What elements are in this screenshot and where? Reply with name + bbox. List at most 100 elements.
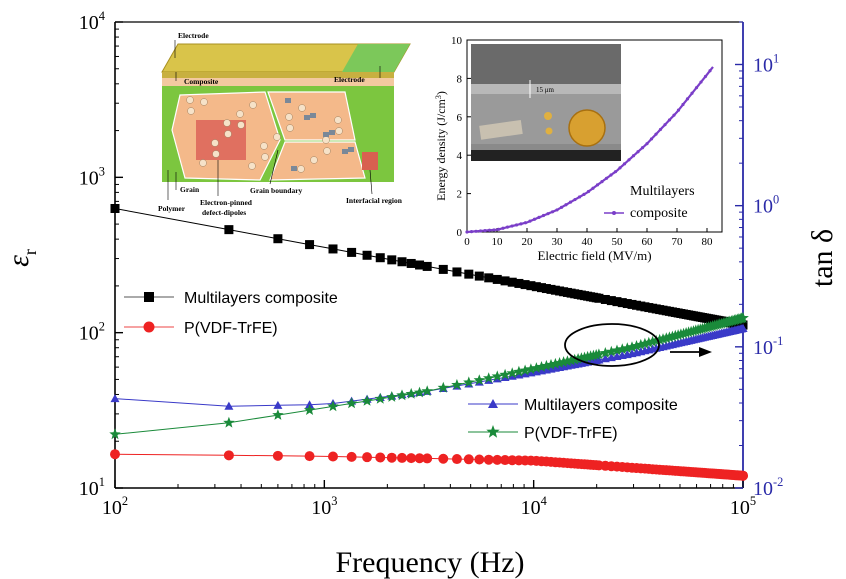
- micrograph-top-layer: [471, 44, 621, 84]
- sem-micrograph: 15 μm: [471, 44, 621, 161]
- data-point: [463, 376, 475, 388]
- annotation-arrow-head: [699, 347, 712, 357]
- energy-point: [532, 217, 537, 221]
- y-left-axis-title: εr: [2, 249, 40, 267]
- data-point: [361, 395, 373, 406]
- defect-dipole: [304, 115, 310, 120]
- data-point: [110, 394, 120, 403]
- energy-point: [573, 197, 577, 202]
- data-point: [553, 357, 566, 368]
- data-point: [537, 283, 547, 293]
- data-point: [630, 340, 643, 351]
- label-grain-boundary: Grain boundary: [250, 186, 303, 195]
- data-point: [594, 355, 604, 364]
- ion-dot: [297, 165, 305, 173]
- data-point: [438, 264, 448, 274]
- data-point: [438, 453, 449, 464]
- inset-y-tick-label: 2: [457, 189, 463, 201]
- data-point: [223, 450, 234, 461]
- data-point: [561, 355, 574, 367]
- inset-x-tick-label: 40: [582, 236, 594, 248]
- inset-y-tick-label: 0: [457, 227, 463, 239]
- data-point: [483, 372, 495, 383]
- inset-x-tick-label: 60: [642, 236, 654, 248]
- energy-point: [474, 229, 478, 233]
- data-point: [639, 337, 651, 349]
- data-point: [621, 342, 633, 354]
- data-point: [738, 470, 748, 481]
- series-3: [109, 312, 749, 440]
- energy-point: [699, 80, 703, 84]
- data-point: [627, 299, 637, 309]
- data-point: [327, 451, 338, 462]
- ion-dot: [285, 113, 293, 121]
- data-point: [484, 273, 494, 283]
- data-point: [650, 334, 662, 346]
- energy-point: [483, 229, 487, 233]
- legend-label: P(VDF-TrFE): [524, 425, 618, 442]
- data-point: [303, 404, 316, 415]
- y-left-tick-label: 104: [79, 9, 105, 34]
- energy-point: [555, 208, 559, 212]
- data-point: [224, 225, 234, 235]
- data-point: [612, 297, 622, 307]
- data-point: [514, 278, 524, 288]
- legend-label: P(VDF-TrFE): [184, 320, 278, 337]
- energy-density-inset: 0 10 20 30 40 50 60 70 80 0 2 4 6 8 10 Electric field (…: [434, 35, 723, 263]
- data-point: [386, 391, 398, 402]
- energy-point: [681, 102, 685, 107]
- energy-point: [523, 221, 528, 225]
- data-point: [110, 204, 120, 214]
- data-point: [526, 281, 536, 291]
- energy-point: [676, 108, 681, 112]
- data-point: [464, 269, 474, 279]
- ion-dot: [199, 159, 207, 167]
- energy-point: [708, 69, 712, 73]
- energy-point: [465, 230, 469, 234]
- energy-point: [501, 226, 505, 230]
- ion-dot: [248, 162, 256, 170]
- data-point: [646, 335, 659, 347]
- data-point: [346, 451, 357, 462]
- data-point: [362, 452, 373, 463]
- ion-dot: [236, 110, 244, 118]
- defect-dipole: [310, 113, 316, 118]
- inset-y-tick-label: 10: [451, 35, 463, 47]
- data-point: [347, 247, 357, 257]
- ion-dot: [200, 98, 208, 106]
- data-point: [565, 354, 577, 366]
- inset-y-title: Energy density (J/cm3): [434, 91, 448, 201]
- data-point: [654, 333, 666, 345]
- y-right-tick-label: 100: [753, 193, 779, 218]
- y-right-tick-label: 10-1: [753, 334, 783, 359]
- data-point: [397, 257, 407, 267]
- data-point: [413, 386, 426, 398]
- data-point: [273, 400, 283, 409]
- y-left-tick-label: 103: [79, 164, 105, 189]
- ion-dot: [298, 104, 306, 112]
- data-point: [437, 381, 449, 393]
- legend-marker-circle: [143, 321, 155, 333]
- energy-point: [654, 132, 658, 136]
- data-point: [327, 400, 339, 412]
- scale-label: 15 μm: [536, 86, 555, 94]
- data-point: [594, 293, 604, 303]
- data-point: [635, 338, 647, 350]
- label-interfacial-region: Interfacial region: [346, 196, 403, 205]
- data-point: [224, 401, 234, 410]
- label-polymer: Polymer: [158, 204, 186, 213]
- data-point: [451, 454, 462, 465]
- legends: Multilayers composite P(VDF-TrFE) Multilay…: [124, 290, 678, 442]
- ion-dot: [334, 116, 342, 124]
- data-point: [593, 348, 605, 360]
- data-point: [473, 374, 485, 385]
- energy-point: [622, 162, 627, 166]
- ion-dot: [322, 136, 330, 144]
- inset-x-tick-label: 0: [464, 236, 470, 248]
- energy-point: [546, 212, 550, 216]
- data-point: [374, 392, 386, 404]
- data-point: [617, 298, 627, 308]
- energy-point: [649, 137, 654, 141]
- energy-point: [541, 213, 546, 218]
